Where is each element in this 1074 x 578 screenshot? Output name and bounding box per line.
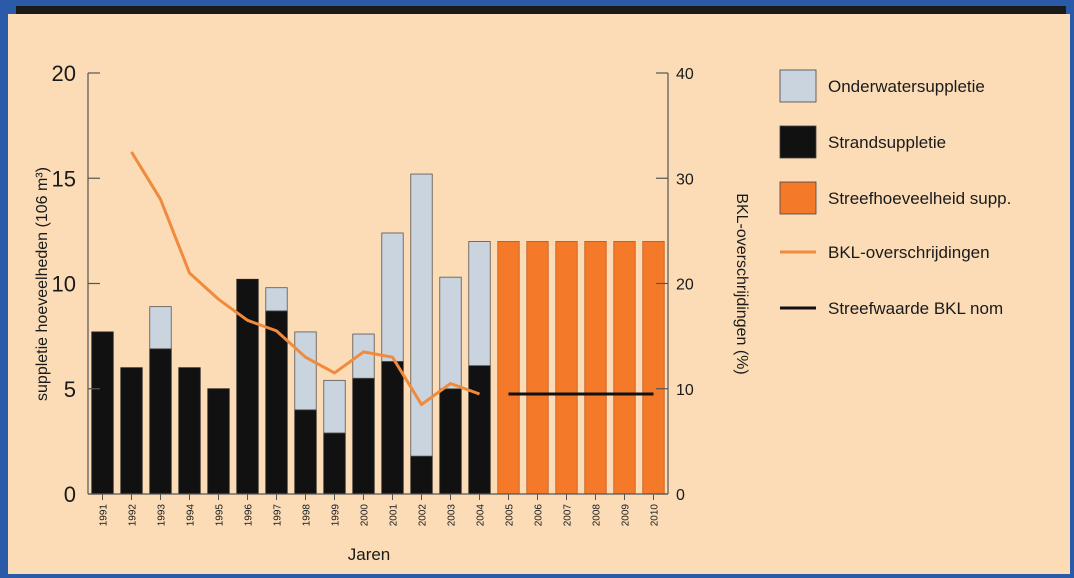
x-tick-label-1994: 1994 [186,504,197,527]
x-tick-label-1991: 1991 [99,504,110,527]
legend-swatch-0 [779,69,817,103]
bar-strandsuppletie-1993 [149,348,172,495]
bar-onderwatersuppletie-1999 [323,379,346,434]
bar-strandsuppletie-2004 [468,365,491,495]
bar-onderwatersuppletie-2000 [352,333,375,379]
legend-label-1: Strandsuppletie [828,133,946,152]
x-tick-label-2000: 2000 [360,504,371,527]
x-tick-label-1999: 1999 [331,504,342,527]
top-bar [16,6,1066,14]
bar-onderwatersuppletie-2003 [439,276,462,390]
bar-strandsuppletie-1998 [294,409,317,495]
legend-swatch-2 [779,181,817,215]
bar-onderwatersuppletie-1998 [294,331,317,411]
bar-strandsuppletie-1994 [178,367,201,495]
bar-strandsuppletie-2003 [439,388,462,495]
bar-streefhoeveelheid-2008 [584,240,607,495]
x-tick-label-2003: 2003 [447,504,458,527]
bar-streefhoeveelheid-2006 [526,240,549,495]
bar-onderwatersuppletie-2002 [410,173,433,457]
y2-axis-title: BKL-overschrijdingen (%) [733,193,750,374]
x-tick-label-2007: 2007 [563,504,574,527]
y-tick-label-10: 10 [52,272,76,297]
x-tick-label-1995: 1995 [215,504,226,527]
x-tick-label-2001: 2001 [389,504,400,527]
bar-strandsuppletie-1999 [323,432,346,495]
bar-streefhoeveelheid-2010 [642,240,665,495]
y-tick-label-0: 0 [64,482,76,507]
x-tick-label-1998: 1998 [302,504,313,527]
bar-strandsuppletie-1991 [91,331,114,495]
x-tick-label-2006: 2006 [534,504,545,527]
x-tick-label-1992: 1992 [128,504,139,527]
x-tick-label-1996: 1996 [244,504,255,527]
bars-layer [91,173,665,495]
legend-swatch-1 [779,125,817,159]
bar-streefhoeveelheid-2009 [613,240,636,495]
x-tick-label-2010: 2010 [650,504,661,527]
y2-tick-label-30: 30 [676,171,694,188]
bar-onderwatersuppletie-1993 [149,306,172,350]
y2-tick-label-0: 0 [676,487,685,504]
bar-strandsuppletie-2001 [381,360,404,495]
y2-tick-label-10: 10 [676,382,694,399]
x-axis-title: Jaren [348,545,391,564]
x-tick-label-2008: 2008 [592,504,603,527]
y2-tick-label-40: 40 [676,66,694,83]
lines-layer [130,151,654,407]
legend-label-0: Onderwatersuppletie [828,77,985,96]
bar-streefhoeveelheid-2007 [555,240,578,495]
bar-onderwatersuppletie-1997 [265,287,288,312]
bar-streefhoeveelheid-2005 [497,240,520,495]
bar-strandsuppletie-2000 [352,377,375,495]
x-tick-label-2002: 2002 [418,504,429,527]
y2-tick-label-20: 20 [676,277,694,294]
legend: Onderwatersuppletie Strandsuppletie Streef… [779,69,1011,318]
legend-label-3: BKL-overschrijdingen [828,243,990,262]
x-tick-label-2005: 2005 [505,504,516,527]
y-tick-label-20: 20 [52,61,76,86]
x-tick-label-2004: 2004 [476,504,487,527]
bar-strandsuppletie-2002 [410,455,433,495]
bar-onderwatersuppletie-2004 [468,240,491,366]
y-axis-title: suppletie hoeveelheden (106 m³) [34,167,51,401]
bar-strandsuppletie-1995 [207,388,230,495]
y-tick-label-15: 15 [52,166,76,191]
legend-label-2: Streefhoeveelheid supp. [828,189,1011,208]
y-tick-label-5: 5 [64,377,76,402]
x-tick-label-2009: 2009 [621,504,632,527]
bar-strandsuppletie-1996 [236,278,259,495]
legend-label-4: Streefwaarde BKL nom [828,299,1003,318]
bar-onderwatersuppletie-2001 [381,232,404,362]
x-tick-label-1993: 1993 [157,504,168,527]
x-tick-label-1997: 1997 [273,504,284,527]
bar-strandsuppletie-1992 [120,367,143,495]
